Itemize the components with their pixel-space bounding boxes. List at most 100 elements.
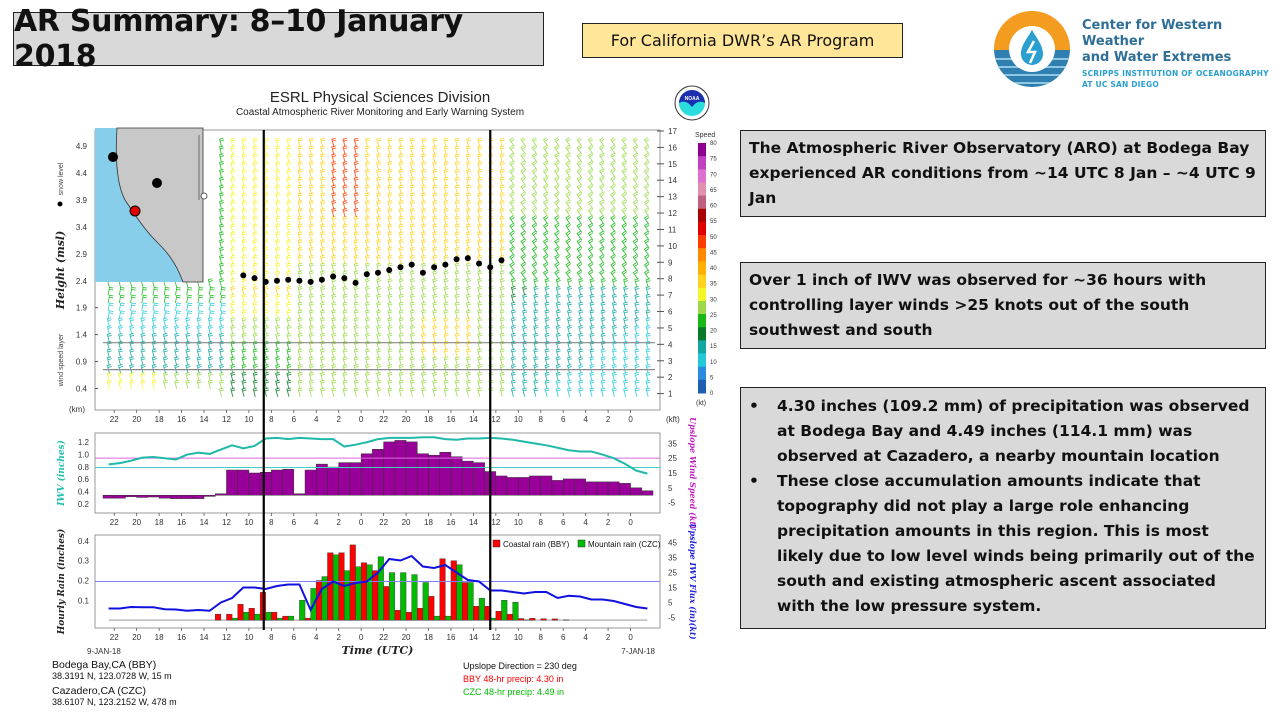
wind-barb-stroke [421, 293, 427, 304]
wind-barb-stroke [555, 309, 561, 319]
upslope-wind-bar [574, 478, 586, 496]
bby-rain-bar [282, 615, 289, 621]
wind-barb-stroke [207, 317, 213, 327]
wind-barb [230, 153, 236, 163]
wind-barb-stroke [107, 310, 114, 319]
bby-rain-bar [439, 558, 446, 621]
wind-profiler-x-tick-label: 20 [132, 415, 141, 424]
iwv-x-tick-label: 6 [561, 518, 566, 527]
wind-barb-stroke [554, 160, 560, 171]
wind-barb-stroke [387, 254, 393, 265]
wind-barb-stroke [454, 293, 460, 304]
wind-barb-stroke [611, 379, 617, 390]
wind-barb-stroke [477, 270, 483, 280]
wind-barb [565, 137, 571, 147]
wind-barb [576, 215, 583, 225]
colorbar-tick-label: 75 [710, 157, 717, 163]
wind-barb-stroke [454, 153, 460, 163]
wind-barb-stroke [432, 348, 438, 358]
wind-barb [376, 200, 382, 210]
wind-barb-stroke [432, 223, 438, 233]
wind-barb [443, 223, 449, 233]
wind-barb [342, 262, 348, 272]
wind-barb-stroke [531, 168, 538, 178]
wind-barb-stroke [522, 332, 528, 343]
wind-barb [623, 317, 629, 327]
wind-barb-stroke [600, 332, 606, 343]
upslope-wind-bar [203, 494, 216, 497]
wind-barb [398, 153, 404, 163]
wind-barb-stroke [219, 332, 225, 343]
wind-barb-stroke [219, 254, 225, 265]
wind-barb [129, 348, 135, 358]
wind-barb-stroke [398, 200, 404, 210]
wind-barb-stroke [621, 137, 628, 147]
wind-barb-stroke [477, 325, 483, 335]
snow-level-point [296, 277, 303, 284]
wind-barb-stroke [443, 317, 449, 327]
wind-barb [297, 317, 303, 327]
wind-barb-stroke [578, 293, 584, 304]
wind-barb [230, 278, 236, 288]
rain-x-tick-label: 16 [177, 633, 186, 642]
wind-barb-stroke [621, 184, 628, 194]
wind-barb [443, 317, 449, 327]
wind-barb [409, 387, 415, 397]
wind-barb [443, 325, 449, 335]
wind-barb-stroke [634, 387, 640, 397]
wind-barb [421, 309, 427, 319]
wind-barb-stroke [432, 168, 438, 179]
wind-barb [454, 161, 460, 171]
wind-barb [554, 246, 560, 257]
wind-barb [320, 145, 326, 155]
wind-profiler-x-tick-label: 4 [314, 415, 319, 424]
wind-barb [342, 145, 348, 155]
wind-barb-stroke [308, 325, 314, 335]
wind-barb [297, 239, 303, 249]
wind-barb [241, 192, 247, 202]
wind-barb-stroke [308, 254, 314, 265]
wind-barb [610, 145, 616, 155]
wind-barb-stroke [621, 176, 628, 186]
snow-level-point [498, 257, 505, 264]
wind-barb-stroke [520, 176, 527, 186]
wind-barb-stroke [610, 160, 616, 171]
wind-barb [230, 364, 236, 374]
wind-barb-stroke [610, 215, 616, 225]
wind-barb-stroke [140, 364, 146, 374]
wind-barb-stroke [219, 247, 225, 257]
wind-barb [598, 145, 605, 155]
wind-barb [555, 309, 561, 319]
wind-barb [409, 231, 415, 241]
wind-barb-stroke [376, 371, 382, 382]
wind-barb-stroke [454, 239, 460, 249]
wind-barb-stroke [185, 356, 191, 366]
wind-barb [598, 246, 605, 257]
wind-barb [162, 348, 168, 358]
wind-barb [598, 215, 605, 225]
wind-barb [174, 310, 181, 319]
wind-barb-stroke [297, 379, 303, 390]
snow-level-point [476, 260, 483, 267]
wind-barb [152, 286, 159, 296]
wind-barb-stroke [443, 325, 449, 335]
wind-barb-stroke [634, 332, 640, 343]
wind-barb-stroke [230, 301, 236, 311]
wind-barb [320, 317, 326, 327]
wind-barb-stroke [432, 379, 438, 390]
colorbar-swatch [698, 182, 706, 197]
wind-barb-stroke [587, 246, 594, 257]
wind-barb-stroke [364, 309, 370, 319]
wind-barb-stroke [454, 356, 460, 366]
czc-rain-bar [288, 615, 295, 621]
wind-barb [241, 254, 247, 265]
wind-barb [275, 168, 281, 179]
wind-barb [533, 364, 539, 374]
wind-barb-stroke [465, 371, 471, 382]
wind-barb-stroke [409, 176, 415, 187]
height-km-tick-label: 3.4 [76, 223, 88, 232]
wind-barb [364, 278, 370, 288]
wind-barb [129, 379, 135, 390]
wind-barb [387, 247, 393, 257]
wind-barb [106, 317, 112, 327]
